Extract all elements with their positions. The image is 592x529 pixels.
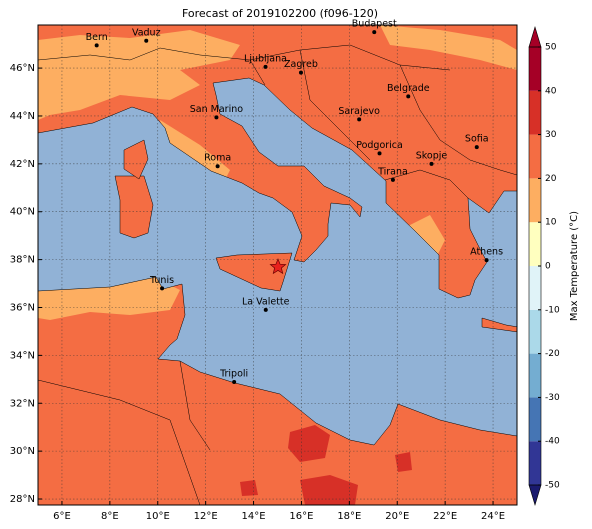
city-label: Podgorica [356,140,403,151]
cool-land [38,30,240,120]
colorbar-tick-label: 40 [545,86,557,96]
city-dot [263,307,268,312]
colorbar-tick-label: -10 [545,305,560,315]
colorbar-under [528,484,542,507]
city-label: Tripoli [219,368,248,379]
city-dot [357,117,362,122]
city-label: Sofia [465,134,489,145]
city-dot [232,379,237,384]
x-tick-label: 12°E [194,511,218,522]
y-tick-label: 44°N [10,111,35,122]
city-label: San Marino [190,104,243,115]
colorbar-tick-label: -40 [545,437,560,447]
city-dot [160,286,165,291]
colorbar-label: Max Temperature (°C) [569,211,580,321]
colorbar-tick-label: 0 [545,262,551,272]
y-tick-label: 34°N [10,350,35,361]
colorbar-tick-label: 10 [545,218,557,228]
city-label: Tunis [149,275,174,286]
colorbar-bin [529,397,541,442]
y-tick-label: 28°N [10,494,35,505]
cool-land [160,120,230,180]
colorbar-bin [529,178,541,223]
warm-land [300,475,358,505]
x-tick-label: 24°E [481,511,505,522]
y-tick-label: 46°N [10,63,35,74]
city-label: Skopje [416,150,448,161]
colorbar-bin [529,47,541,91]
colorbar-tick-label: 30 [545,130,557,140]
city-dot [298,70,303,75]
colorbar-bin [529,353,541,398]
warm-land [240,480,258,496]
colorbar-tick-label: -20 [545,349,560,359]
warm-land [288,425,330,462]
colorbar-bin [529,309,541,354]
city-label: Vaduz [132,27,161,38]
city-label: Belgrade [387,83,430,94]
city-label: Tirana [377,166,408,177]
city-dot [377,151,382,156]
cool-land [380,25,517,70]
city-label: Sarajevo [338,106,380,117]
city-label: Ljubljana [244,53,287,64]
y-tick-label: 38°N [10,255,35,266]
city-label: Athens [470,247,503,258]
crete [481,317,517,333]
y-tick-label: 42°N [10,159,35,170]
colorbar-tick-label: 20 [545,174,557,184]
y-tick-label: 40°N [10,207,35,218]
sicily [215,252,293,292]
warm-land [395,452,412,472]
city-label: Zagreb [284,59,318,70]
city-dot [94,43,99,48]
x-tick-label: 22°E [433,511,457,522]
city-dot [390,177,395,182]
city-dot [372,30,377,35]
city-label: Budapest [352,19,397,30]
city-dot [406,94,411,99]
city-label: La Valette [242,296,290,307]
x-tick-label: 10°E [146,511,170,522]
city-dot [429,161,434,166]
sardinia [114,175,154,239]
corsica [123,139,149,180]
colorbar-bin [529,441,541,485]
x-tick-label: 14°E [242,511,266,522]
city-label: Roma [204,153,231,164]
x-tick-label: 18°E [337,511,361,522]
colorbar-tick-label: -30 [545,393,560,403]
city-dot [214,115,219,120]
forecast-point [269,258,287,275]
colorbar-bin [529,134,541,179]
city-dot [144,38,149,43]
city-dot [484,258,489,263]
y-tick-label: 30°N [10,446,35,457]
border [38,44,517,505]
x-tick-label: 6°E [53,511,71,522]
city-label: Bern [86,32,108,43]
colorbar-bin [529,266,541,310]
y-tick-label: 32°N [10,398,35,409]
colorbar: -50 -40 -30 -20 -10 0 10 20 30 40 50 [528,25,560,507]
city-dot [263,64,268,69]
x-tick-label: 8°E [101,511,119,522]
x-tick-label: 16°E [289,511,313,522]
colorbar-bin [529,90,541,135]
map-frame [37,24,518,506]
city-dot [215,164,220,169]
colorbar-bin [529,222,541,266]
colorbar-tick-label: 50 [545,43,557,53]
map-title: Forecast of 2019102200 (f096-120) [182,7,378,20]
city-dot [474,145,479,150]
y-tick-label: 36°N [10,302,35,313]
colorbar-tick-label: -50 [545,481,560,491]
x-tick-label: 20°E [385,511,409,522]
grid: 6°E 8°E 10°E 12°E 14°E 16°E 18°E 20°E 22°E 24°E 28… [10,25,517,522]
colorbar-over [528,25,542,48]
